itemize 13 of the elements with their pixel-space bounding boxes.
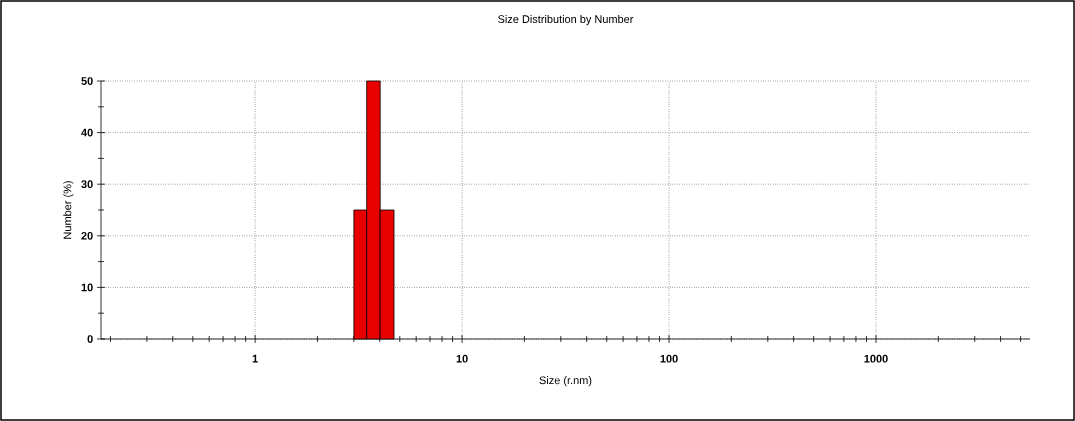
- y-tick-label: 40: [81, 128, 93, 137]
- y-tick-label: 30: [81, 180, 93, 189]
- x-tick-label: 10: [456, 354, 468, 363]
- x-tick-label: 1000: [864, 354, 888, 363]
- x-tick-label: 1: [252, 354, 258, 363]
- y-tick-label: 50: [81, 77, 93, 85]
- x-axis-title: Size (r.nm): [539, 376, 592, 387]
- x-tick-label: 100: [660, 354, 678, 363]
- y-tick-label: 20: [81, 231, 93, 240]
- y-axis-title: Number (%): [63, 181, 74, 239]
- chart-title: Size Distribution by Number: [498, 14, 634, 26]
- y-tick-label: 0: [87, 335, 93, 343]
- y-tick-label: 10: [81, 283, 93, 292]
